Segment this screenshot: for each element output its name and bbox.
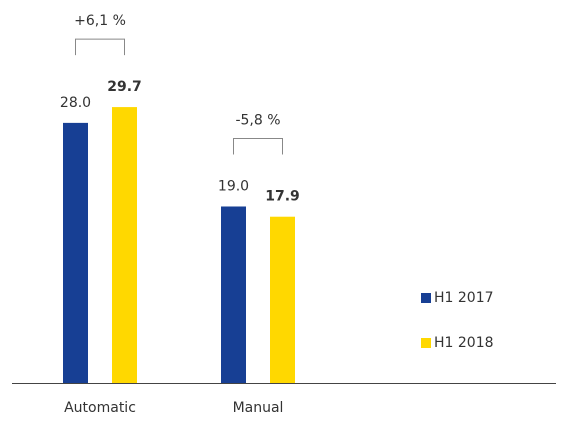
legend-label: H1 2017 (434, 290, 494, 306)
bracket (75, 38, 125, 56)
value-label: 29.7 (107, 79, 142, 95)
x-tick-label: Automatic (64, 400, 136, 416)
bar (270, 216, 295, 383)
legend-swatch (421, 293, 431, 303)
legend-swatch (421, 338, 431, 348)
value-label: 19.0 (218, 178, 249, 194)
value-label: 28.0 (60, 95, 91, 111)
annotation: -5,8 % (235, 112, 280, 128)
annotation: +6,1 % (74, 13, 126, 29)
bar (112, 107, 137, 383)
value-label: 17.9 (265, 189, 300, 205)
legend-label: H1 2018 (434, 335, 494, 351)
x-tick-label: Manual (233, 400, 284, 416)
bar (221, 206, 246, 383)
bracket (233, 137, 283, 155)
bar (63, 122, 88, 383)
